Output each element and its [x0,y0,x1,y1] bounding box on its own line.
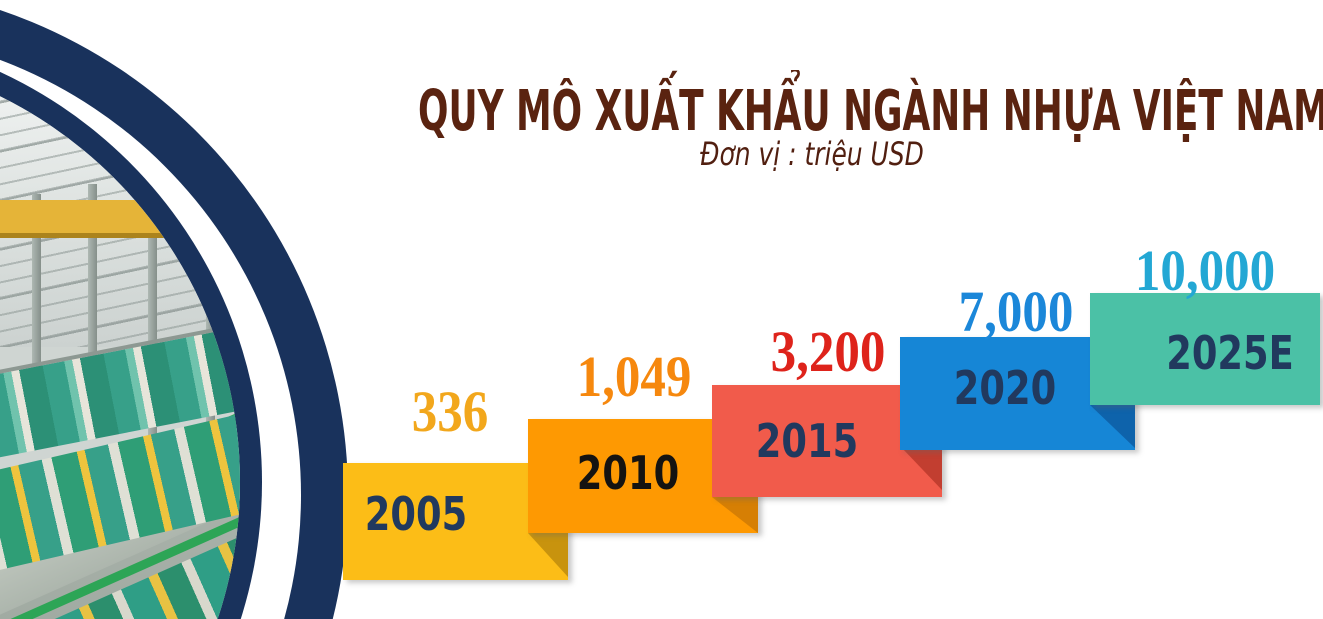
year-label-2020: 2020 [953,361,1057,415]
crane-beam [0,200,213,238]
factory-column [32,194,41,409]
factory-column [88,184,97,434]
chart-title: QUY MÔ XUẤT KHẨU NGÀNH NHỰA VIỆT NAM [418,78,1323,144]
factory-photo [0,52,240,619]
value-label-2015: 3,200 [770,319,886,384]
year-label-2015: 2015 [755,414,859,468]
year-label-2005: 2005 [364,487,468,541]
value-label-2005: 336 [411,379,489,444]
value-label-2025e: 10,000 [1134,238,1276,303]
value-label-2020: 7,000 [958,279,1074,344]
value-label-2010: 1,049 [576,344,692,409]
chart-unit-label: Đơn vị : triệu USD [700,135,924,173]
year-label-2025e: 2025E [1166,326,1294,380]
factory-column [206,162,215,492]
factory-column [148,172,157,462]
step-block-2025e [1090,293,1320,405]
year-label-2010: 2010 [576,446,680,500]
